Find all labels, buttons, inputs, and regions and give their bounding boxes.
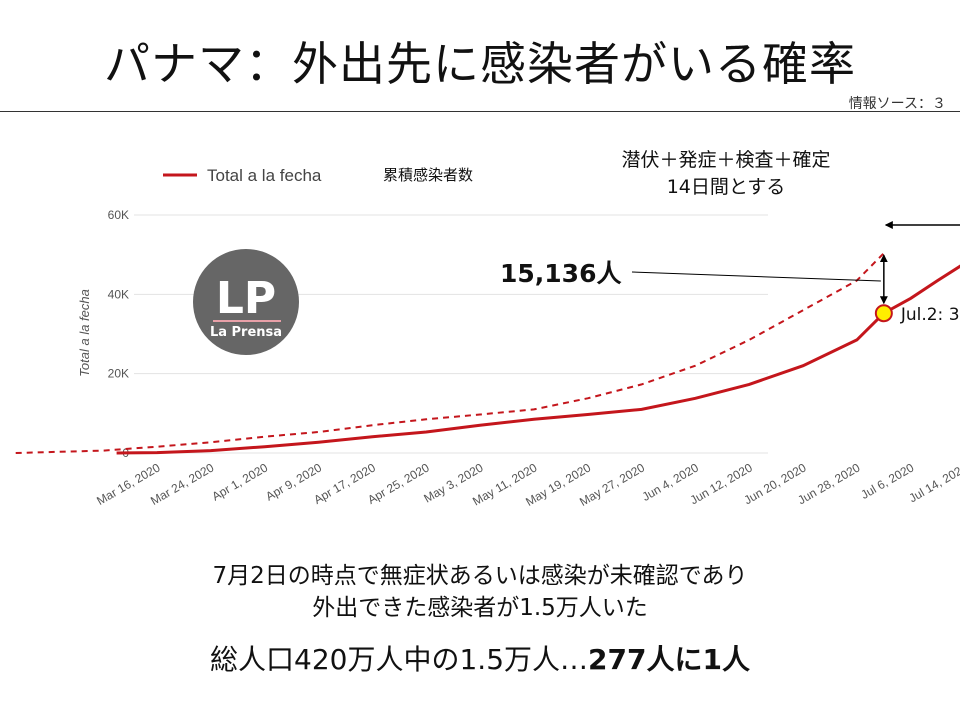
la-prensa-logo: LP La Prensa	[193, 249, 299, 355]
highlight-label: Jul.2: 35,237人	[900, 305, 960, 325]
conclusion-highlight: 277人に1人	[588, 643, 750, 676]
logo-name: La Prensa	[210, 325, 282, 340]
total-cases-line	[116, 264, 960, 455]
highlight-marker	[874, 304, 893, 323]
y-tick-label: 40K	[108, 287, 129, 301]
source-note: 情報ソース：３	[848, 96, 946, 112]
y-tick-label: 60K	[108, 208, 129, 222]
caption-line-1: 7月2日の時点で無症状あるいは感染が未確認であり	[212, 563, 748, 589]
logo-mark: LP	[216, 273, 276, 324]
title-divider	[0, 111, 960, 112]
caption-line-2: 外出できた感染者が1.5万人いた	[312, 595, 648, 621]
slide-title: パナマ：外出先に感染者がいる確率	[104, 37, 856, 91]
gap-leader-line	[631, 271, 881, 282]
projected-cases-line	[15, 252, 885, 454]
period-annotation-line2: 14日間とする	[667, 176, 786, 198]
x-tick-label: Jul 14, 2020	[906, 460, 960, 505]
x-tick-label: Apr 1, 2020	[209, 460, 270, 503]
x-tick-label: Apr 25, 2020	[365, 460, 432, 507]
legend-note: 累積感染者数	[383, 166, 473, 184]
cases-chart: Total a la fecha 累積感染者数 Total a la fecha…	[15, 149, 960, 509]
y-tick-label: 20K	[108, 367, 129, 381]
conclusion-prefix: 総人口420万人中の1.5万人…	[210, 643, 589, 676]
period-annotation-line1: 潜伏＋発症＋検査＋確定	[621, 149, 830, 171]
legend-label: Total a la fecha	[207, 166, 322, 185]
conclusion: 総人口420万人中の1.5万人…277人に1人	[0, 638, 960, 678]
y-axis-title: Total a la fecha	[77, 289, 92, 377]
gap-value-label: 15,136人	[500, 259, 621, 288]
